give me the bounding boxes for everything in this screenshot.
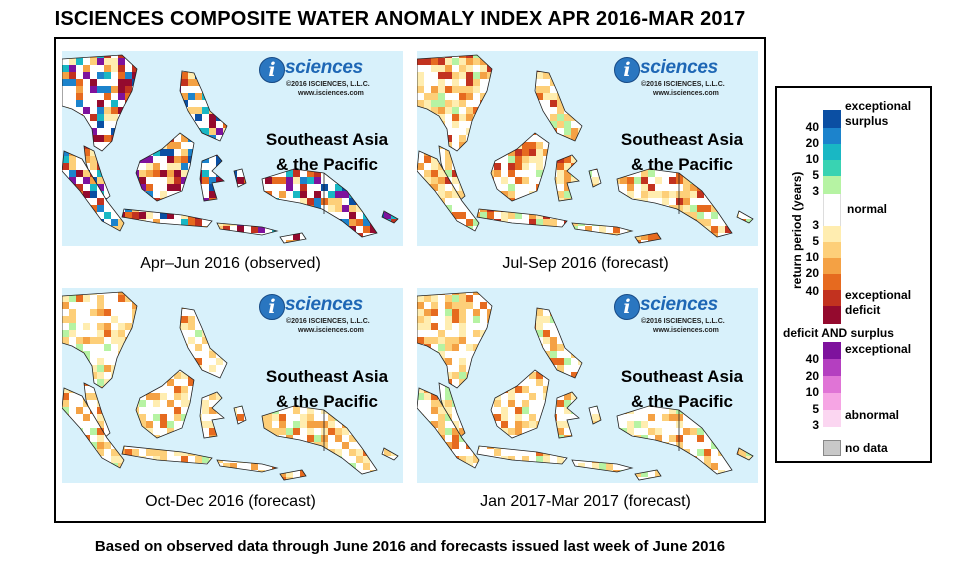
region-label-line1: Southeast Asia (607, 364, 757, 389)
legend-tick: 10 (801, 250, 819, 264)
anomaly-map (62, 54, 399, 244)
isciences-logo: i sciences ©2016 ISCIENCES, L.L.C. www.isci… (614, 292, 754, 340)
region-label-line2: & the Pacific (607, 152, 757, 177)
region-label: Southeast Asia & the Pacific (252, 127, 402, 177)
panel-caption: Jul-Sep 2016 (forecast) (415, 255, 756, 273)
region-label: Southeast Asia & the Pacific (252, 364, 402, 414)
website-text: www.isciences.com (653, 327, 719, 334)
anomaly-map (417, 54, 754, 244)
isciences-logo-mark: i (259, 57, 285, 83)
legend-tick: 40 (801, 120, 819, 134)
legend-swatch-deficit-exceptional (823, 306, 841, 324)
legend-swatch-deficit-20 (823, 274, 841, 290)
page-title: ISCIENCES COMPOSITE WATER ANOMALY INDEX … (0, 8, 800, 31)
copyright-text: ©2016 ISCIENCES, L.L.C. (286, 81, 370, 88)
legend-both-top-label: exceptional (845, 342, 911, 356)
legend-tick: 3 (801, 418, 819, 432)
region-label-line2: & the Pacific (607, 389, 757, 414)
legend-normal-label: normal (847, 202, 887, 216)
isciences-logo-word: sciences (285, 294, 363, 316)
legend-nodata-label: no data (845, 441, 888, 455)
website-text: www.isciences.com (298, 327, 364, 334)
isciences-logo: i sciences ©2016 ISCIENCES, L.L.C. www.isci… (259, 292, 399, 340)
isciences-logo-word: sciences (640, 57, 718, 79)
map-grid-frame (54, 37, 766, 523)
legend-swatch-deficit-5 (823, 242, 841, 258)
legend-swatch-deficit-3 (823, 226, 841, 242)
legend-swatch-surplus-3 (823, 176, 841, 194)
region-label-line1: Southeast Asia (252, 127, 402, 152)
legend-tick: 20 (801, 136, 819, 150)
legend-tick: 5 (801, 234, 819, 248)
legend-swatch-deficit-40 (823, 290, 841, 306)
map-panel-jul-sep-2016: i sciences ©2016 ISCIENCES, L.L.C. www.isci… (417, 51, 758, 246)
legend-tick: 20 (801, 266, 819, 280)
isciences-logo-word: sciences (285, 57, 363, 79)
region-label: Southeast Asia & the Pacific (607, 364, 757, 414)
copyright-text: ©2016 ISCIENCES, L.L.C. (641, 81, 725, 88)
panel-caption: Apr–Jun 2016 (observed) (60, 255, 401, 273)
legend-swatch-both-40 (823, 342, 841, 359)
legend-tick: 5 (801, 402, 819, 416)
isciences-logo-mark: i (614, 294, 640, 320)
anomaly-map (417, 291, 754, 481)
legend-swatch-nodata (823, 440, 841, 456)
footer-note: Based on observed data through June 2016… (0, 538, 820, 555)
region-label-line1: Southeast Asia (607, 127, 757, 152)
region-label-line2: & the Pacific (252, 152, 402, 177)
region-label-line1: Southeast Asia (252, 364, 402, 389)
legend-tick: 40 (801, 352, 819, 366)
map-panel-apr-jun-2016: i sciences ©2016 ISCIENCES, L.L.C. www.isci… (62, 51, 403, 246)
isciences-logo-word: sciences (640, 294, 718, 316)
anomaly-map (62, 291, 399, 481)
legend-surplus-label: surplus (845, 114, 888, 128)
legend-tick: 3 (801, 184, 819, 198)
legend-tick: 10 (801, 385, 819, 399)
isciences-logo: i sciences ©2016 ISCIENCES, L.L.C. www.isci… (259, 55, 399, 103)
panel-caption: Oct-Dec 2016 (forecast) (60, 493, 401, 511)
map-panel-jan-mar-2017: i sciences ©2016 ISCIENCES, L.L.C. www.isci… (417, 288, 758, 483)
legend-tick: 40 (801, 284, 819, 298)
legend-deficit-label: deficit (845, 303, 880, 317)
map-panel-oct-dec-2016: i sciences ©2016 ISCIENCES, L.L.C. www.isci… (62, 288, 403, 483)
legend-swatch-surplus-10 (823, 144, 841, 160)
legend-swatch-surplus-40 (823, 110, 841, 128)
website-text: www.isciences.com (298, 90, 364, 97)
panel-caption: Jan 2017-Mar 2017 (forecast) (415, 493, 756, 511)
legend-tick: 5 (801, 168, 819, 182)
legend-swatch-both-10 (823, 376, 841, 393)
legend: return period (years) exceptional surplu… (775, 86, 932, 463)
legend-deficit-label: exceptional (845, 288, 911, 302)
legend-tick: 20 (801, 369, 819, 383)
legend-both-title: deficit AND surplus (783, 326, 894, 340)
copyright-text: ©2016 ISCIENCES, L.L.C. (641, 318, 725, 325)
legend-swatch-surplus-5 (823, 160, 841, 176)
website-text: www.isciences.com (653, 90, 719, 97)
legend-surplus-label: exceptional (845, 99, 911, 113)
legend-swatch-both-20 (823, 359, 841, 376)
legend-swatch-surplus-20 (823, 128, 841, 144)
legend-tick: 3 (801, 218, 819, 232)
region-label-line2: & the Pacific (252, 389, 402, 414)
region-label: Southeast Asia & the Pacific (607, 127, 757, 177)
legend-tick: 10 (801, 152, 819, 166)
legend-swatch-deficit-10 (823, 258, 841, 274)
legend-swatch-both-3 (823, 410, 841, 427)
isciences-logo: i sciences ©2016 ISCIENCES, L.L.C. www.isci… (614, 55, 754, 103)
legend-swatch-normal (823, 194, 841, 226)
isciences-logo-mark: i (614, 57, 640, 83)
copyright-text: ©2016 ISCIENCES, L.L.C. (286, 318, 370, 325)
legend-both-bottom-label: abnormal (845, 408, 899, 422)
legend-swatch-both-5 (823, 393, 841, 410)
isciences-logo-mark: i (259, 294, 285, 320)
